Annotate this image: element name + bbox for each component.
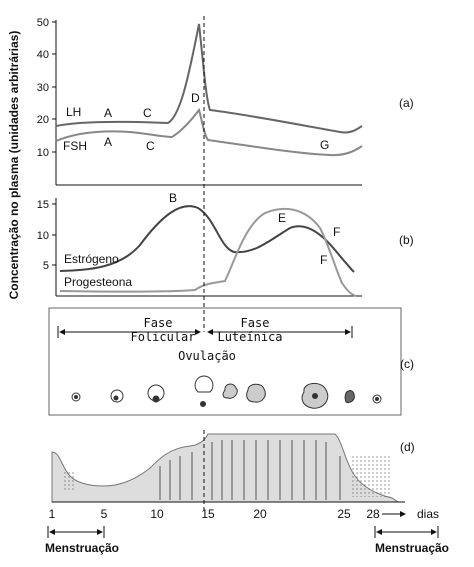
label-e: E xyxy=(278,211,286,225)
ovulation-label: Ovulação xyxy=(178,349,236,363)
panel-a-tick-20: 20 xyxy=(37,114,49,126)
day-tick-25: 25 xyxy=(337,507,351,521)
day-tick-5: 5 xyxy=(101,507,108,521)
luteal-word-2: Luteínica xyxy=(217,330,282,344)
progesterone-label: Progesteona xyxy=(64,275,132,289)
label-fsh-a: A xyxy=(104,135,112,149)
day-tick-20: 20 xyxy=(253,507,267,521)
fsh-curve xyxy=(55,107,363,157)
panel-b-tag: (b) xyxy=(399,233,414,247)
day-tick-28: 28 xyxy=(366,507,380,521)
follicle-stage-1 xyxy=(71,392,81,402)
panel-a-tick-50: 50 xyxy=(37,17,49,29)
label-lh-a: A xyxy=(104,106,112,120)
corpus-luteum-1 xyxy=(222,383,238,399)
follicular-word-1: Fase xyxy=(144,316,173,330)
panel-d-tag: (d) xyxy=(400,440,415,454)
panel-c-tag: (c) xyxy=(400,357,414,371)
panel-a-tick-30: 30 xyxy=(37,82,49,94)
panel-b-y-ticks: 15 10 5 xyxy=(37,199,56,272)
lh-curve xyxy=(55,23,363,134)
menstruation-right-label: Menstruação xyxy=(375,541,449,555)
panel-a-tick-40: 40 xyxy=(37,49,49,61)
corpus-albicans xyxy=(344,390,355,403)
panel-d: 1 5 10 15 20 25 28 dias Menstruação Mens… xyxy=(45,430,449,555)
panel-b-tick-5: 5 xyxy=(43,260,49,272)
new-follicle xyxy=(372,394,382,404)
panel-c-box xyxy=(48,307,402,416)
day-ticks: 1 5 10 15 20 25 28 xyxy=(49,507,380,521)
progesterone-curve xyxy=(59,207,357,297)
panel-a-y-ticks: 50 40 30 20 10 xyxy=(37,17,56,159)
label-d: D xyxy=(191,91,200,105)
label-f1: F xyxy=(333,225,340,239)
estrogen-label: Estrógeno xyxy=(64,252,119,266)
panel-b: 15 10 5 Estrógeno Progesteona B E F F (b… xyxy=(37,191,414,297)
follicle-stage-2 xyxy=(110,389,124,403)
follicular-word-2: Folicular xyxy=(130,330,195,344)
panel-c: Fase Folicular Fase Luteínica Ovulação (… xyxy=(48,307,414,416)
panel-a: 50 40 30 20 10 LH FSH A A C C D G (a) xyxy=(37,17,414,186)
menstruation-left-label: Menstruação xyxy=(45,541,119,555)
panel-b-tick-10: 10 xyxy=(37,230,49,242)
label-fsh-c: C xyxy=(146,139,155,153)
corpus-luteum-2 xyxy=(246,383,266,403)
panel-a-tick-10: 10 xyxy=(37,147,49,159)
days-label: dias xyxy=(417,507,439,521)
label-f2: F xyxy=(320,253,327,267)
label-lh-c: C xyxy=(143,106,152,120)
day-tick-10: 10 xyxy=(150,507,164,521)
fsh-label: FSH xyxy=(63,139,87,153)
panel-a-tag: (a) xyxy=(399,96,414,110)
day-tick-1: 1 xyxy=(49,507,56,521)
label-g: G xyxy=(320,138,329,152)
luteal-word-1: Fase xyxy=(241,316,270,330)
lh-label: LH xyxy=(66,105,81,119)
estrogen-curve xyxy=(59,205,355,273)
endometrium-glands xyxy=(159,440,341,500)
follicle-stages xyxy=(71,375,382,409)
y-axis-title: Concentração no plasma (unidades arbitrá… xyxy=(7,31,21,300)
day-tick-15: 15 xyxy=(201,507,215,521)
label-b: B xyxy=(169,191,177,205)
panel-b-tick-15: 15 xyxy=(37,199,49,211)
follicle-stage-4 xyxy=(194,375,214,393)
endometrium xyxy=(51,433,400,503)
